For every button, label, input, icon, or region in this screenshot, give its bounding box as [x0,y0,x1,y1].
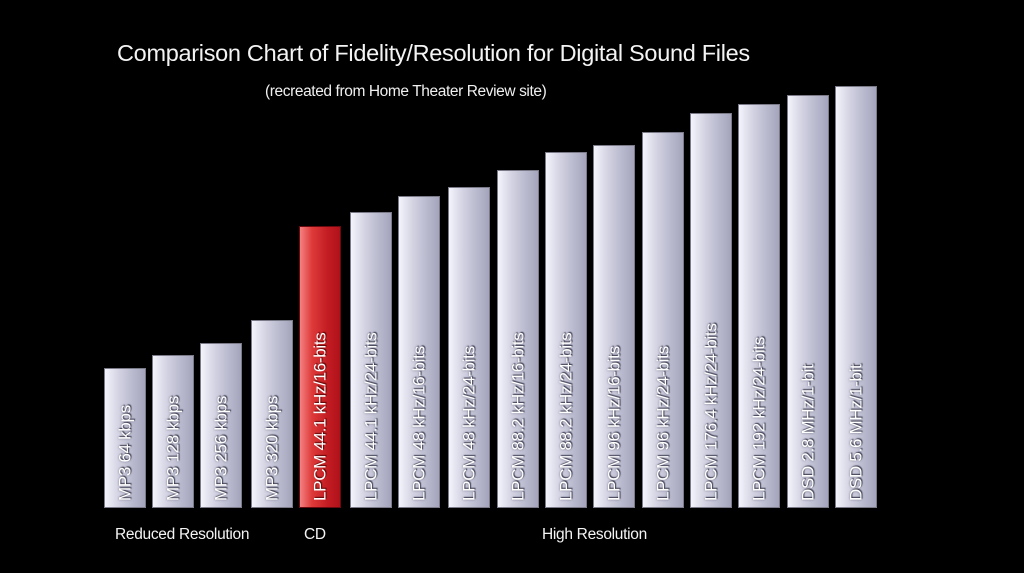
bar-label: LPCM 176.4 kHz/24-bits [701,323,721,501]
group-label: CD [304,526,326,543]
bar-label: MP3 320 kbps [262,395,282,501]
bar: LPCM 96 kHz/24-bits [642,132,684,508]
bar: LPCM 96 kHz/16-bits [593,145,635,508]
bar-label: MP3 64 kbps [115,405,135,501]
bar: MP3 64 kbps [104,368,146,508]
bar-label: MP3 128 kbps [163,395,183,501]
bar-label: LPCM 48 kHz/16-bits [409,346,429,501]
bar-label: DSD 2.8 MHz/1-bit [798,364,818,501]
bar: LPCM 176.4 kHz/24-bits [690,113,732,508]
bar: LPCM 88.2 kHz/16-bits [497,170,539,508]
bar-label: LPCM 88.2 kHz/24-bits [556,332,576,502]
bar-label: LPCM 96 kHz/16-bits [604,346,624,501]
bar: LPCM 192 kHz/24-bits [738,104,780,508]
bar: MP3 256 kbps [200,343,242,508]
group-label: High Resolution [542,526,647,543]
bar-highlight: LPCM 44.1 kHz/16-bits [299,226,341,508]
bar: MP3 320 kbps [251,320,293,508]
bar: MP3 128 kbps [152,355,194,508]
bar-label: LPCM 96 kHz/24-bits [653,346,673,501]
bar: LPCM 88.2 kHz/24-bits [545,152,587,508]
bar: LPCM 48 kHz/24-bits [448,187,490,508]
bar-label: LPCM 88.2 kHz/16-bits [508,332,528,502]
bar-label: DSD 5.6 MHz/1-bit [846,364,866,501]
bar-label: LPCM 48 kHz/24-bits [459,346,479,501]
bar-label: LPCM 44.1 kHz/16-bits [310,332,330,502]
bar: LPCM 44.1 kHz/24-bits [350,212,392,508]
bar: LPCM 48 kHz/16-bits [398,196,440,508]
bar-label: LPCM 44.1 kHz/24-bits [361,332,381,502]
bar: DSD 2.8 MHz/1-bit [787,95,829,508]
bar-label: LPCM 192 kHz/24-bits [749,336,769,501]
chart-title: Comparison Chart of Fidelity/Resolution … [117,40,750,66]
bar: DSD 5.6 MHz/1-bit [835,86,877,508]
chart-subtitle: (recreated from Home Theater Review site… [265,83,547,100]
group-label: Reduced Resolution [115,526,250,543]
bar-label: MP3 256 kbps [211,395,231,501]
